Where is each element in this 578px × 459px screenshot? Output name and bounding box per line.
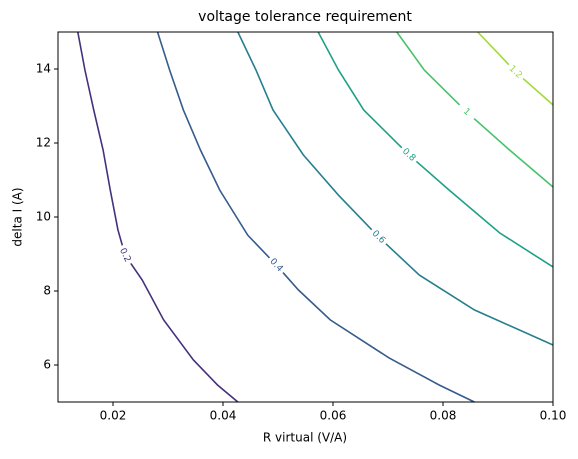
x-axis-label: R virtual (V/A) xyxy=(263,431,347,445)
x-tick-label: 0.02 xyxy=(100,409,127,423)
chart-title: voltage tolerance requirement xyxy=(198,9,412,25)
x-tick-label: 0.08 xyxy=(430,409,457,423)
contour-label: 1 xyxy=(461,107,472,118)
contour-line xyxy=(156,31,475,403)
contour-line xyxy=(237,31,554,346)
contour-line xyxy=(77,31,239,403)
x-tick-label: 0.10 xyxy=(540,409,567,423)
contour-label-gap xyxy=(265,253,288,277)
y-tick-label: 12 xyxy=(36,136,51,150)
contour-label-gap xyxy=(367,225,390,249)
y-tick-label: 14 xyxy=(36,62,51,76)
y-axis-label: delta I (A) xyxy=(11,187,25,246)
contour-label-gap xyxy=(455,100,479,124)
contour-label-gap xyxy=(115,243,135,267)
contour-line xyxy=(477,31,554,106)
y-tick-label: 10 xyxy=(36,210,51,224)
contour-label-gap xyxy=(504,60,528,84)
x-tick-label: 0.04 xyxy=(210,409,237,423)
y-tick-label: 6 xyxy=(43,358,51,372)
x-tick-label: 0.06 xyxy=(320,409,347,423)
contour-label-gap xyxy=(397,143,421,167)
y-tick-label: 8 xyxy=(43,284,51,298)
